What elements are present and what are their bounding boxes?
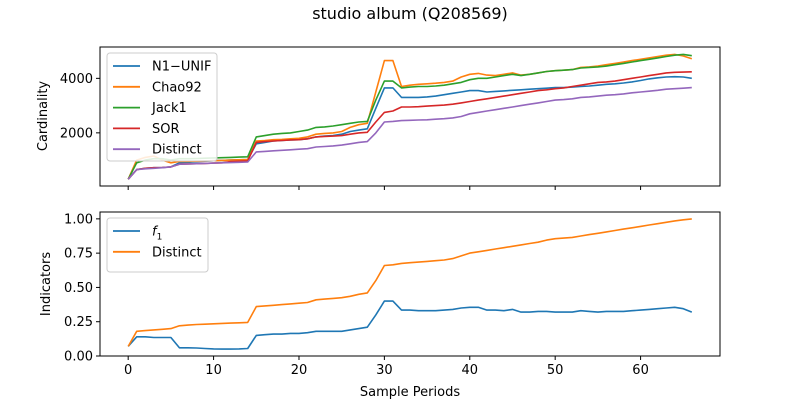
x-tick-label: 50 — [547, 363, 564, 378]
cardinality-legend-box — [106, 52, 218, 162]
indicators-panel: 0.00 0.25 0.50 0.75 1.00 0 10 20 30 40 50 60 Indic… — [39, 211, 721, 378]
legend-label: Jack1 — [151, 101, 187, 116]
x-tick-label: 20 — [291, 363, 308, 378]
series-line-1-1 — [127, 218, 692, 347]
y-tick-label: 2000 — [60, 126, 93, 141]
cardinality-axes-frame — [99, 46, 721, 187]
indicators-axes-frame — [99, 211, 721, 357]
indicators-y-axis-label: Indicators — [39, 252, 54, 316]
cardinality-y-axis-label: Cardinality — [36, 81, 51, 152]
chart-title: studio album (Q208569) — [312, 4, 508, 23]
y-tick-label: 0.75 — [64, 247, 93, 262]
legend-label: SOR — [152, 122, 180, 137]
series-line-0-4 — [127, 86, 692, 180]
indicators-legend: f1 Distinct — [106, 217, 209, 273]
legend-label: N1−UNIF — [152, 60, 211, 75]
indicators-x-ticks: 0 10 20 30 40 50 60 — [124, 356, 649, 378]
series-line-1-0 — [127, 300, 693, 350]
cardinality-plot-area — [127, 53, 693, 180]
legend-label-subscript: 1 — [157, 233, 163, 243]
y-tick-label: 1.00 — [64, 212, 93, 227]
x-tick-label: 0 — [124, 363, 132, 378]
legend-label: Chao92 — [152, 80, 202, 95]
x-axis-label: Sample Periods — [360, 385, 460, 400]
cardinality-y-ticks: 2000 4000 — [60, 72, 100, 141]
x-tick-label: 10 — [205, 363, 222, 378]
x-tick-label: 30 — [376, 363, 393, 378]
y-tick-label: 0.00 — [64, 350, 93, 365]
y-tick-label: 0.25 — [64, 315, 93, 330]
y-tick-label: 0.50 — [64, 281, 93, 296]
x-tick-label: 40 — [462, 363, 479, 378]
legend-label: Distinct — [152, 245, 202, 260]
indicators-plot-area — [127, 218, 693, 350]
cardinality-x-ticks — [127, 186, 642, 190]
legend-label: Distinct — [152, 143, 202, 158]
series-line-0-2 — [127, 53, 692, 180]
x-tick-label: 60 — [632, 363, 649, 378]
cardinality-legend: N1−UNIF Chao92 Jack1 SOR Distinct — [106, 52, 218, 162]
cardinality-panel: 2000 4000 Cardinality N1−UNIF Chao92 Jack1 S… — [36, 46, 721, 190]
y-tick-label: 4000 — [60, 72, 93, 87]
legend-label: f1 — [152, 225, 162, 243]
indicators-y-ticks: 0.00 0.25 0.50 0.75 1.00 — [64, 212, 100, 365]
